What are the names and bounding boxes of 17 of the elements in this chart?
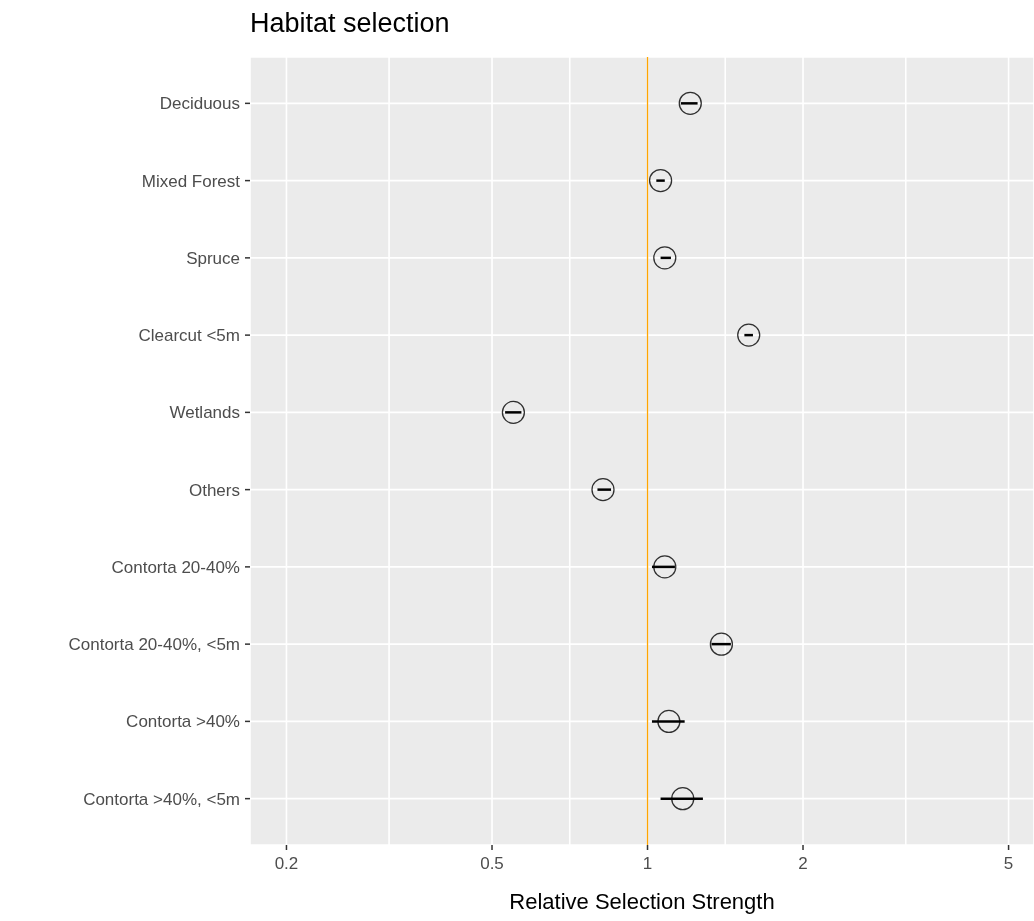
x-tick-label: 2 bbox=[798, 854, 808, 873]
y-tick-label: Deciduous bbox=[159, 94, 240, 114]
x-tick-label: 1 bbox=[642, 854, 653, 873]
y-tick-label: Contorta >40% bbox=[126, 712, 240, 732]
chart-title: Habitat selection bbox=[250, 8, 450, 39]
y-tick-label: Others bbox=[188, 480, 240, 500]
y-tick-label: Spruce bbox=[186, 248, 240, 268]
y-tick-label: Contorta >40%, <5m bbox=[83, 789, 240, 809]
x-tick-label: 0.2 bbox=[274, 854, 299, 873]
x-tick-label: 5 bbox=[1003, 854, 1014, 873]
y-tick-label: Mixed Forest bbox=[141, 171, 241, 191]
y-tick-label: Wetlands bbox=[169, 403, 240, 423]
y-tick-label: Clearcut <5m bbox=[138, 326, 240, 346]
y-tick-label: Contorta 20-40%, <5m bbox=[68, 635, 240, 655]
x-axis-title: Relative Selection Strength bbox=[509, 889, 775, 914]
x-tick-label: 0.5 bbox=[480, 854, 504, 873]
y-tick-label: Contorta 20-40% bbox=[111, 557, 240, 577]
